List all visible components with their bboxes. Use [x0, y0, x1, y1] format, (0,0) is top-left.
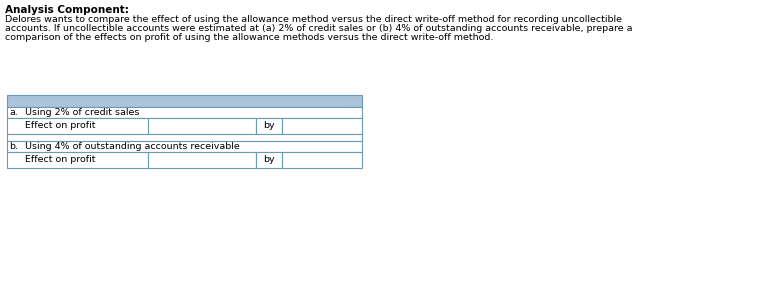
Bar	[7, 118, 148, 134]
Bar	[7, 141, 362, 152]
Bar	[7, 134, 362, 141]
Text: a.: a.	[9, 108, 18, 117]
Text: b.: b.	[9, 142, 18, 151]
Text: comparison of the effects on profit of using the allowance methods versus the di: comparison of the effects on profit of u…	[5, 33, 493, 42]
Bar	[256, 152, 282, 168]
Text: accounts. If uncollectible accounts were estimated at (a) 2% of credit sales or : accounts. If uncollectible accounts were…	[5, 24, 633, 33]
Text: by: by	[263, 155, 275, 164]
Text: Analysis Component:: Analysis Component:	[5, 5, 129, 15]
Text: Effect on profit: Effect on profit	[25, 122, 95, 131]
Text: Using 2% of credit sales: Using 2% of credit sales	[25, 108, 139, 117]
Bar	[7, 95, 362, 107]
Text: Using 4% of outstanding accounts receivable: Using 4% of outstanding accounts receiva…	[25, 142, 240, 151]
Bar	[148, 118, 256, 134]
Text: by: by	[263, 122, 275, 131]
Bar	[7, 152, 148, 168]
Text: Delores wants to compare the effect of using the allowance method versus the dir: Delores wants to compare the effect of u…	[5, 15, 622, 24]
Bar	[256, 118, 282, 134]
Bar	[148, 152, 256, 168]
Bar	[282, 118, 362, 134]
Bar	[7, 107, 362, 118]
Bar	[282, 152, 362, 168]
Text: Effect on profit: Effect on profit	[25, 155, 95, 164]
